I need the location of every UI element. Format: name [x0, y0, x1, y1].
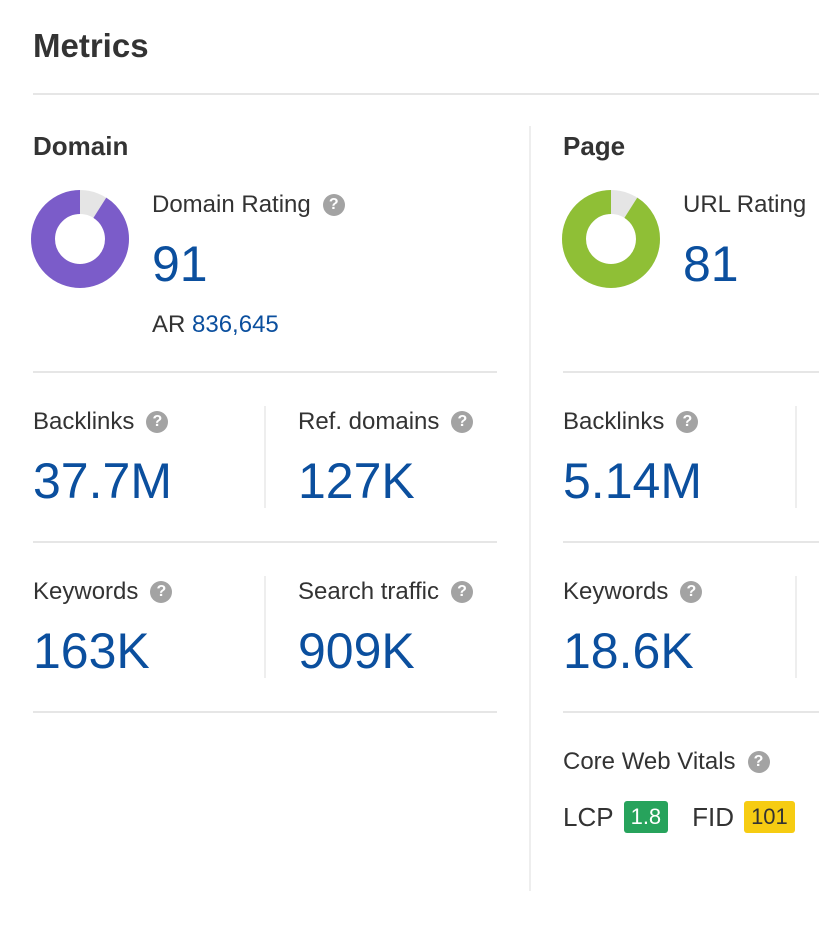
domain-rating-label-row: Domain Rating ?: [152, 190, 345, 220]
page-backlinks-label: Backlinks: [563, 408, 665, 435]
domain-cell-divider-1: [264, 406, 266, 508]
url-rating-donut: [562, 190, 660, 288]
domain-rating-arc: [31, 190, 129, 288]
domain-backlinks-label-row: Backlinks ?: [33, 407, 169, 437]
fid-badge: 101: [744, 801, 795, 833]
page-divider-3: [563, 711, 819, 713]
page-keywords-label: Keywords: [563, 578, 669, 605]
domain-backlinks-label: Backlinks: [33, 408, 135, 435]
domain-rating-donut: [31, 190, 129, 288]
search-traffic-label-row: Search traffic ?: [298, 577, 473, 607]
domain-divider-2: [33, 541, 497, 543]
page-title: Metrics: [33, 27, 149, 64]
page-divider-1: [563, 371, 819, 373]
page-keywords-value[interactable]: 18.6K: [563, 623, 694, 679]
domain-divider-3: [33, 711, 497, 713]
page-keywords-label-row: Keywords ?: [563, 577, 703, 607]
question-circle-icon[interactable]: ?: [676, 411, 699, 433]
ar-row: AR 836,645: [152, 310, 279, 340]
question-circle-icon[interactable]: ?: [150, 581, 173, 603]
search-traffic-value[interactable]: 909K: [298, 623, 415, 679]
core-web-vitals-row: LCP 1.8 FID 101: [563, 800, 795, 834]
page-divider-2: [563, 541, 819, 543]
url-rating-value[interactable]: 81: [683, 236, 739, 292]
core-web-vitals-label-row: Core Web Vitals ?: [563, 747, 770, 777]
ar-label: AR: [152, 311, 186, 338]
question-circle-icon[interactable]: ?: [680, 581, 703, 603]
page-backlinks-value[interactable]: 5.14M: [563, 453, 702, 509]
ref-domains-label: Ref. domains: [298, 408, 440, 435]
url-rating-arc: [562, 190, 660, 288]
question-circle-icon[interactable]: ?: [450, 581, 473, 603]
page-cell-divider-2: [795, 576, 797, 678]
domain-divider-1: [33, 371, 497, 373]
ar-value[interactable]: 836,645: [192, 311, 279, 338]
column-divider: [529, 126, 531, 891]
header-divider: [33, 93, 819, 95]
ref-domains-label-row: Ref. domains ?: [298, 407, 474, 437]
url-rating-label: URL Rating: [683, 191, 807, 218]
question-circle-icon[interactable]: ?: [322, 194, 345, 216]
question-circle-icon[interactable]: ?: [747, 751, 770, 773]
page-section-title: Page: [563, 131, 626, 161]
domain-section-title: Domain: [33, 131, 129, 161]
url-rating-label-row: URL Rating: [683, 190, 806, 220]
domain-cell-divider-2: [264, 576, 266, 678]
lcp-badge: 1.8: [623, 801, 669, 833]
domain-backlinks-value[interactable]: 37.7M: [33, 453, 172, 509]
domain-keywords-label: Keywords: [33, 578, 139, 605]
core-web-vitals-label: Core Web Vitals: [563, 748, 736, 775]
page-backlinks-label-row: Backlinks ?: [563, 407, 699, 437]
domain-keywords-label-row: Keywords ?: [33, 577, 173, 607]
ref-domains-value[interactable]: 127K: [298, 453, 415, 509]
question-circle-icon[interactable]: ?: [146, 411, 169, 433]
fid-label: FID: [692, 802, 735, 832]
domain-rating-label: Domain Rating: [152, 191, 311, 218]
lcp-label: LCP: [563, 802, 614, 832]
domain-rating-value[interactable]: 91: [152, 236, 208, 292]
domain-keywords-value[interactable]: 163K: [33, 623, 150, 679]
page-cell-divider-1: [795, 406, 797, 508]
question-circle-icon[interactable]: ?: [451, 411, 474, 433]
search-traffic-label: Search traffic: [298, 578, 439, 605]
